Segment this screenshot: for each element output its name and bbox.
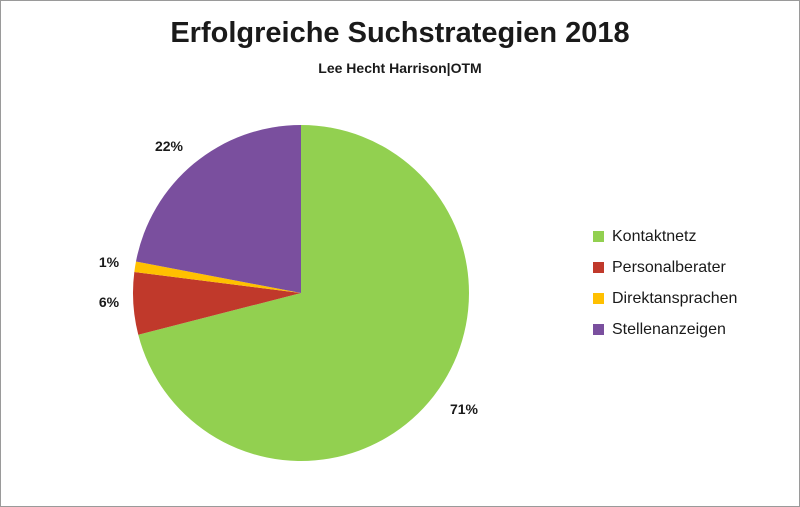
data-label-personalberater: 6% (99, 294, 120, 310)
legend-label: Kontaktnetz (612, 227, 697, 245)
legend-item-personalberater: Personalberater (593, 258, 737, 277)
legend-swatch (593, 231, 604, 242)
chart-legend: Kontaktnetz Personalberater Direktansprach… (593, 227, 737, 351)
pie-slice-kontaktnetz (138, 125, 470, 461)
pie-slice-direktansprachen (134, 261, 301, 293)
chart-subtitle: Lee Hecht Harrison|OTM (318, 60, 482, 76)
legend-swatch (593, 262, 604, 273)
legend-item-direktansprachen: Direktansprachen (593, 289, 737, 308)
chart-title: Erfolgreiche Suchstrategien 2018 (170, 17, 630, 49)
data-label-stellenanzeigen: 22% (155, 138, 184, 154)
legend-label: Personalberater (612, 258, 726, 276)
pie-slice-personalberater (133, 271, 301, 335)
legend-item-kontaktnetz: Kontaktnetz (593, 227, 737, 246)
legend-swatch (593, 293, 604, 304)
legend-swatch (593, 324, 604, 335)
legend-label: Stellenanzeigen (612, 320, 726, 338)
pie-slice-stellenanzeigen (135, 125, 301, 293)
legend-item-stellenanzeigen: Stellenanzeigen (593, 320, 737, 339)
legend-label: Direktansprachen (612, 289, 738, 307)
data-label-direktansprachen: 1% (99, 254, 120, 270)
data-label-kontaktnetz: 71% (450, 401, 479, 417)
